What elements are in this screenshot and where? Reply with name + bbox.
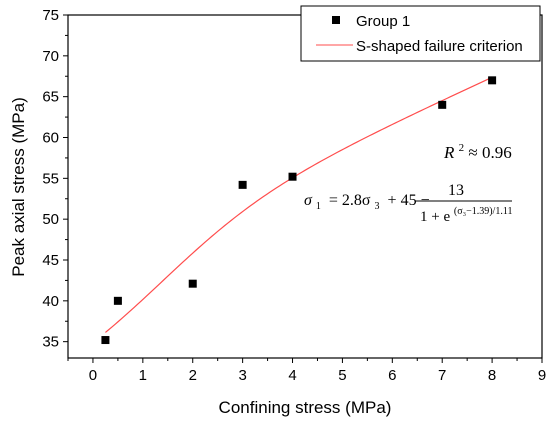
legend: Group 1 S-shaped failure criterion: [300, 5, 541, 62]
x-axis-title: Confining stress (MPa): [219, 398, 392, 417]
r-squared-annotation: R 2 ≈ 0.96: [443, 136, 512, 162]
x-tick-label: 7: [438, 367, 446, 384]
data-point: [438, 100, 447, 109]
y-tick-label: 40: [42, 293, 59, 310]
legend-box: [300, 5, 541, 62]
x-tick-label: 1: [139, 367, 147, 384]
x-tick-label: 0: [89, 367, 97, 384]
x-tick-label: 6: [388, 367, 396, 384]
criterion-curve: [105, 76, 493, 333]
legend-marker-square: [332, 16, 340, 24]
x-tick-label: 2: [189, 367, 197, 384]
eq-mid-sub: 3: [375, 201, 380, 212]
r2-value: ≈ 0.96: [468, 143, 511, 162]
y-tick-label: 65: [42, 89, 59, 106]
y-tick-label: 50: [42, 211, 59, 228]
y-tick-label: 70: [42, 48, 59, 65]
eq-mid2: + 45 −: [388, 192, 430, 209]
y-tick-label: 60: [42, 130, 59, 147]
eq-lhs-sub: 1: [316, 201, 321, 212]
criterion-curve-layer: [105, 76, 493, 333]
data-point: [188, 279, 197, 288]
data-point: [288, 172, 297, 181]
y-tick-label: 75: [42, 7, 59, 24]
y-axis-title: Peak axial stress (MPa): [9, 97, 28, 277]
y-tick-label: 45: [42, 252, 59, 269]
eq-numerator: 13: [448, 182, 464, 199]
y-axis-ticks: 35 40 45 50 55 60 65 70 75: [42, 7, 68, 351]
eq-lhs: σ: [304, 192, 313, 209]
y-tick-label: 55: [42, 170, 59, 187]
data-point: [101, 336, 110, 345]
r2-superscript: 2: [459, 142, 465, 154]
x-tick-label: 3: [238, 367, 246, 384]
eq-denominator: 1 + e: [420, 209, 450, 225]
r2-label: R: [443, 143, 455, 162]
data-point: [113, 296, 122, 305]
data-point: [488, 76, 497, 85]
x-axis-ticks: 0 1 2 3 4 5 6 7 8 9: [67, 358, 546, 384]
legend-entry-group-1: Group 1: [356, 13, 410, 30]
legend-entry-criterion: S-shaped failure criterion: [356, 38, 523, 55]
x-tick-label: 8: [488, 367, 496, 384]
equation-annotation: σ 1 = 2.8σ 3 + 45 − 13 1 + e (σ₃−1.39)/1…: [304, 182, 512, 225]
svg-text:1 + e (σ₃−1.39)/1.11: 1 + e (σ₃−1.39)/1.11: [420, 206, 512, 225]
plot-frame: [67, 14, 543, 359]
data-point: [238, 180, 247, 189]
svg-text:σ 1 = 2.8σ 3: σ 1 = 2.8σ 3 + 45 −: [304, 192, 430, 213]
x-tick-label: 4: [288, 367, 296, 384]
x-tick-label: 9: [538, 367, 546, 384]
eq-exponent: (σ₃−1.39)/1.11: [454, 206, 513, 217]
x-tick-label: 5: [338, 367, 346, 384]
y-tick-label: 35: [42, 334, 59, 351]
data-points-layer: [101, 76, 497, 345]
eq-mid: = 2.8σ: [329, 192, 371, 209]
svg-text:R 2 ≈ 0.96: R 2 ≈ 0.96: [443, 136, 512, 162]
